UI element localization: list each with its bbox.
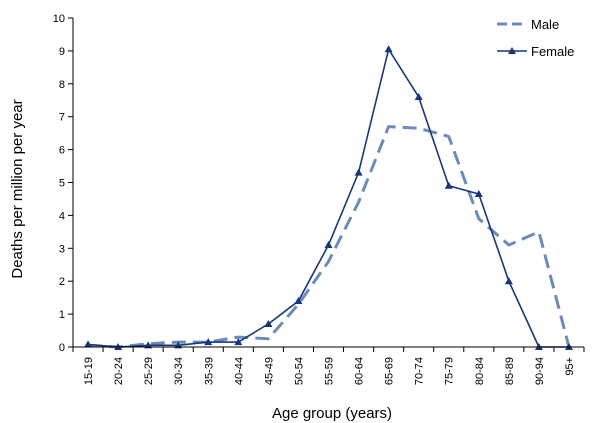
- x-tick-label: 75-79: [444, 357, 456, 385]
- data-point-female: [234, 338, 243, 346]
- data-point-female: [324, 241, 333, 249]
- data-point-female: [504, 277, 513, 285]
- data-point-female: [84, 340, 93, 348]
- y-tick-label: 4: [59, 210, 65, 222]
- x-axis-ticks: 15-19 20-24 25-29 30-34 35-39 40-44 45-49 50-54…: [72, 347, 585, 385]
- y-tick-label: 6: [59, 145, 65, 157]
- data-point-female: [474, 190, 483, 198]
- y-tick-label: 3: [59, 243, 65, 255]
- x-tick-label: 15-19: [83, 357, 95, 385]
- data-point-female: [414, 92, 423, 100]
- data-point-female: [354, 168, 363, 176]
- x-tick-label: 95+: [564, 357, 576, 376]
- y-tick-label: 7: [59, 112, 65, 124]
- series-line-male: [87, 125, 571, 349]
- x-tick-label: 65-69: [384, 357, 396, 385]
- data-point-female: [204, 338, 213, 346]
- x-tick-label: 25-29: [143, 357, 155, 385]
- data-point-female: [384, 45, 393, 53]
- legend-label-female: Female: [531, 44, 574, 59]
- x-tick-label: 35-39: [203, 357, 215, 385]
- x-tick-label: 55-59: [324, 357, 336, 385]
- series-layer: [84, 45, 573, 350]
- x-tick-label: 40-44: [233, 357, 245, 385]
- y-tick-label: 0: [59, 342, 65, 354]
- x-tick-label: 80-84: [474, 357, 486, 385]
- y-tick-label: 8: [59, 79, 65, 91]
- y-tick-label: 5: [59, 178, 65, 190]
- data-point-female: [264, 319, 273, 327]
- data-point-female: [294, 296, 303, 304]
- data-point-female: [444, 181, 453, 189]
- legend-label-male: Male: [531, 17, 559, 32]
- series-line-female: [87, 48, 569, 348]
- y-axis-title: Deaths per million per year: [9, 99, 26, 278]
- y-tick-label: 10: [53, 13, 65, 25]
- y-tick-label: 1: [59, 309, 65, 321]
- x-axis-title: Age group (years): [272, 405, 392, 422]
- y-tick-label: 2: [59, 276, 65, 288]
- x-tick-label: 30-34: [173, 357, 185, 385]
- x-tick-label: 70-74: [414, 357, 426, 385]
- x-tick-label: 20-24: [113, 357, 125, 385]
- legend-marker-female: [508, 47, 516, 54]
- x-tick-label: 50-54: [293, 357, 305, 385]
- x-tick-label: 85-89: [504, 357, 516, 385]
- y-tick-label: 9: [59, 46, 65, 58]
- x-tick-label: 60-64: [354, 357, 366, 385]
- x-tick-label: 45-49: [263, 357, 275, 385]
- y-axis-ticks: 0 1 2 3 4 5 6 7 8 9 10: [53, 13, 73, 354]
- legend: Male Female: [497, 17, 574, 59]
- x-tick-label: 90-94: [534, 357, 546, 385]
